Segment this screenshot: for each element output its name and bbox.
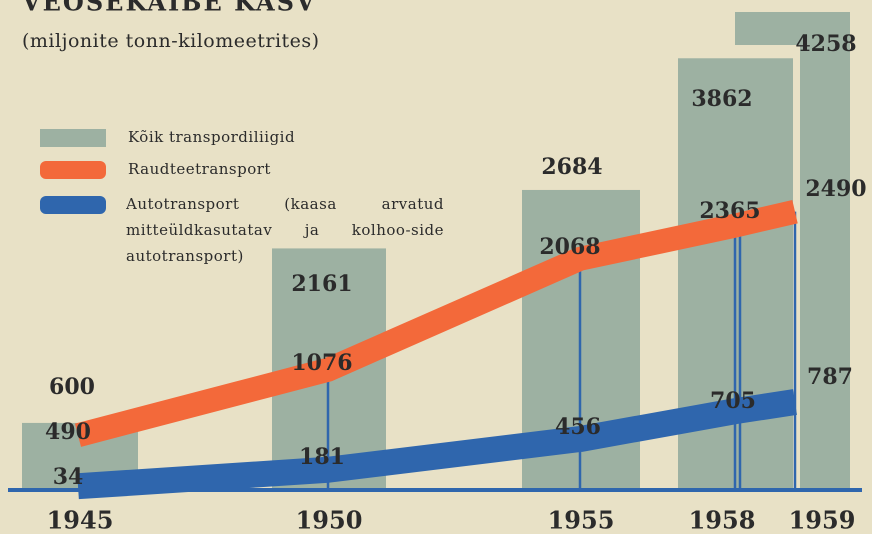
x-tick-label: 1955 — [548, 506, 615, 534]
bar — [800, 14, 850, 490]
data-label: 787 — [807, 364, 853, 390]
data-label: 181 — [299, 444, 345, 470]
legend-swatch — [40, 196, 106, 214]
data-label: 1076 — [291, 350, 352, 376]
legend-swatch — [40, 129, 106, 147]
chart-title: VEOSEKÄIBE KASV — [21, 0, 317, 17]
x-tick-label: 1950 — [296, 506, 363, 534]
legend-swatch — [40, 161, 106, 179]
data-label: 2068 — [539, 234, 600, 260]
legend-label: Raudteetransport — [128, 160, 271, 178]
data-label: 2684 — [541, 154, 602, 180]
x-tick-label: 1959 — [789, 506, 856, 534]
data-label: 456 — [555, 414, 601, 440]
data-label: 490 — [45, 419, 91, 445]
data-label: 4258 — [795, 31, 856, 57]
data-label: 2161 — [291, 271, 352, 297]
chart-subtitle: (miljonite tonn-kilomeetrites) — [22, 30, 320, 52]
data-label: 3862 — [691, 86, 752, 112]
x-tick-label: 1945 — [47, 506, 114, 534]
data-label: 600 — [49, 374, 95, 400]
legend-label: Kõik transpordiliigid — [128, 128, 295, 146]
series-line — [74, 199, 798, 447]
data-label: 2365 — [699, 198, 760, 224]
legend-label-box: Autotransport (kaasa arvatud mitteüldkas… — [126, 195, 444, 265]
data-label: 2490 — [805, 176, 866, 202]
data-label: 34 — [53, 464, 84, 490]
legend-label: Autotransport (kaasa arvatud mitteüldkas… — [126, 195, 444, 265]
series-line — [77, 389, 797, 500]
x-tick-label: 1958 — [689, 506, 756, 534]
data-label: 705 — [710, 388, 756, 414]
